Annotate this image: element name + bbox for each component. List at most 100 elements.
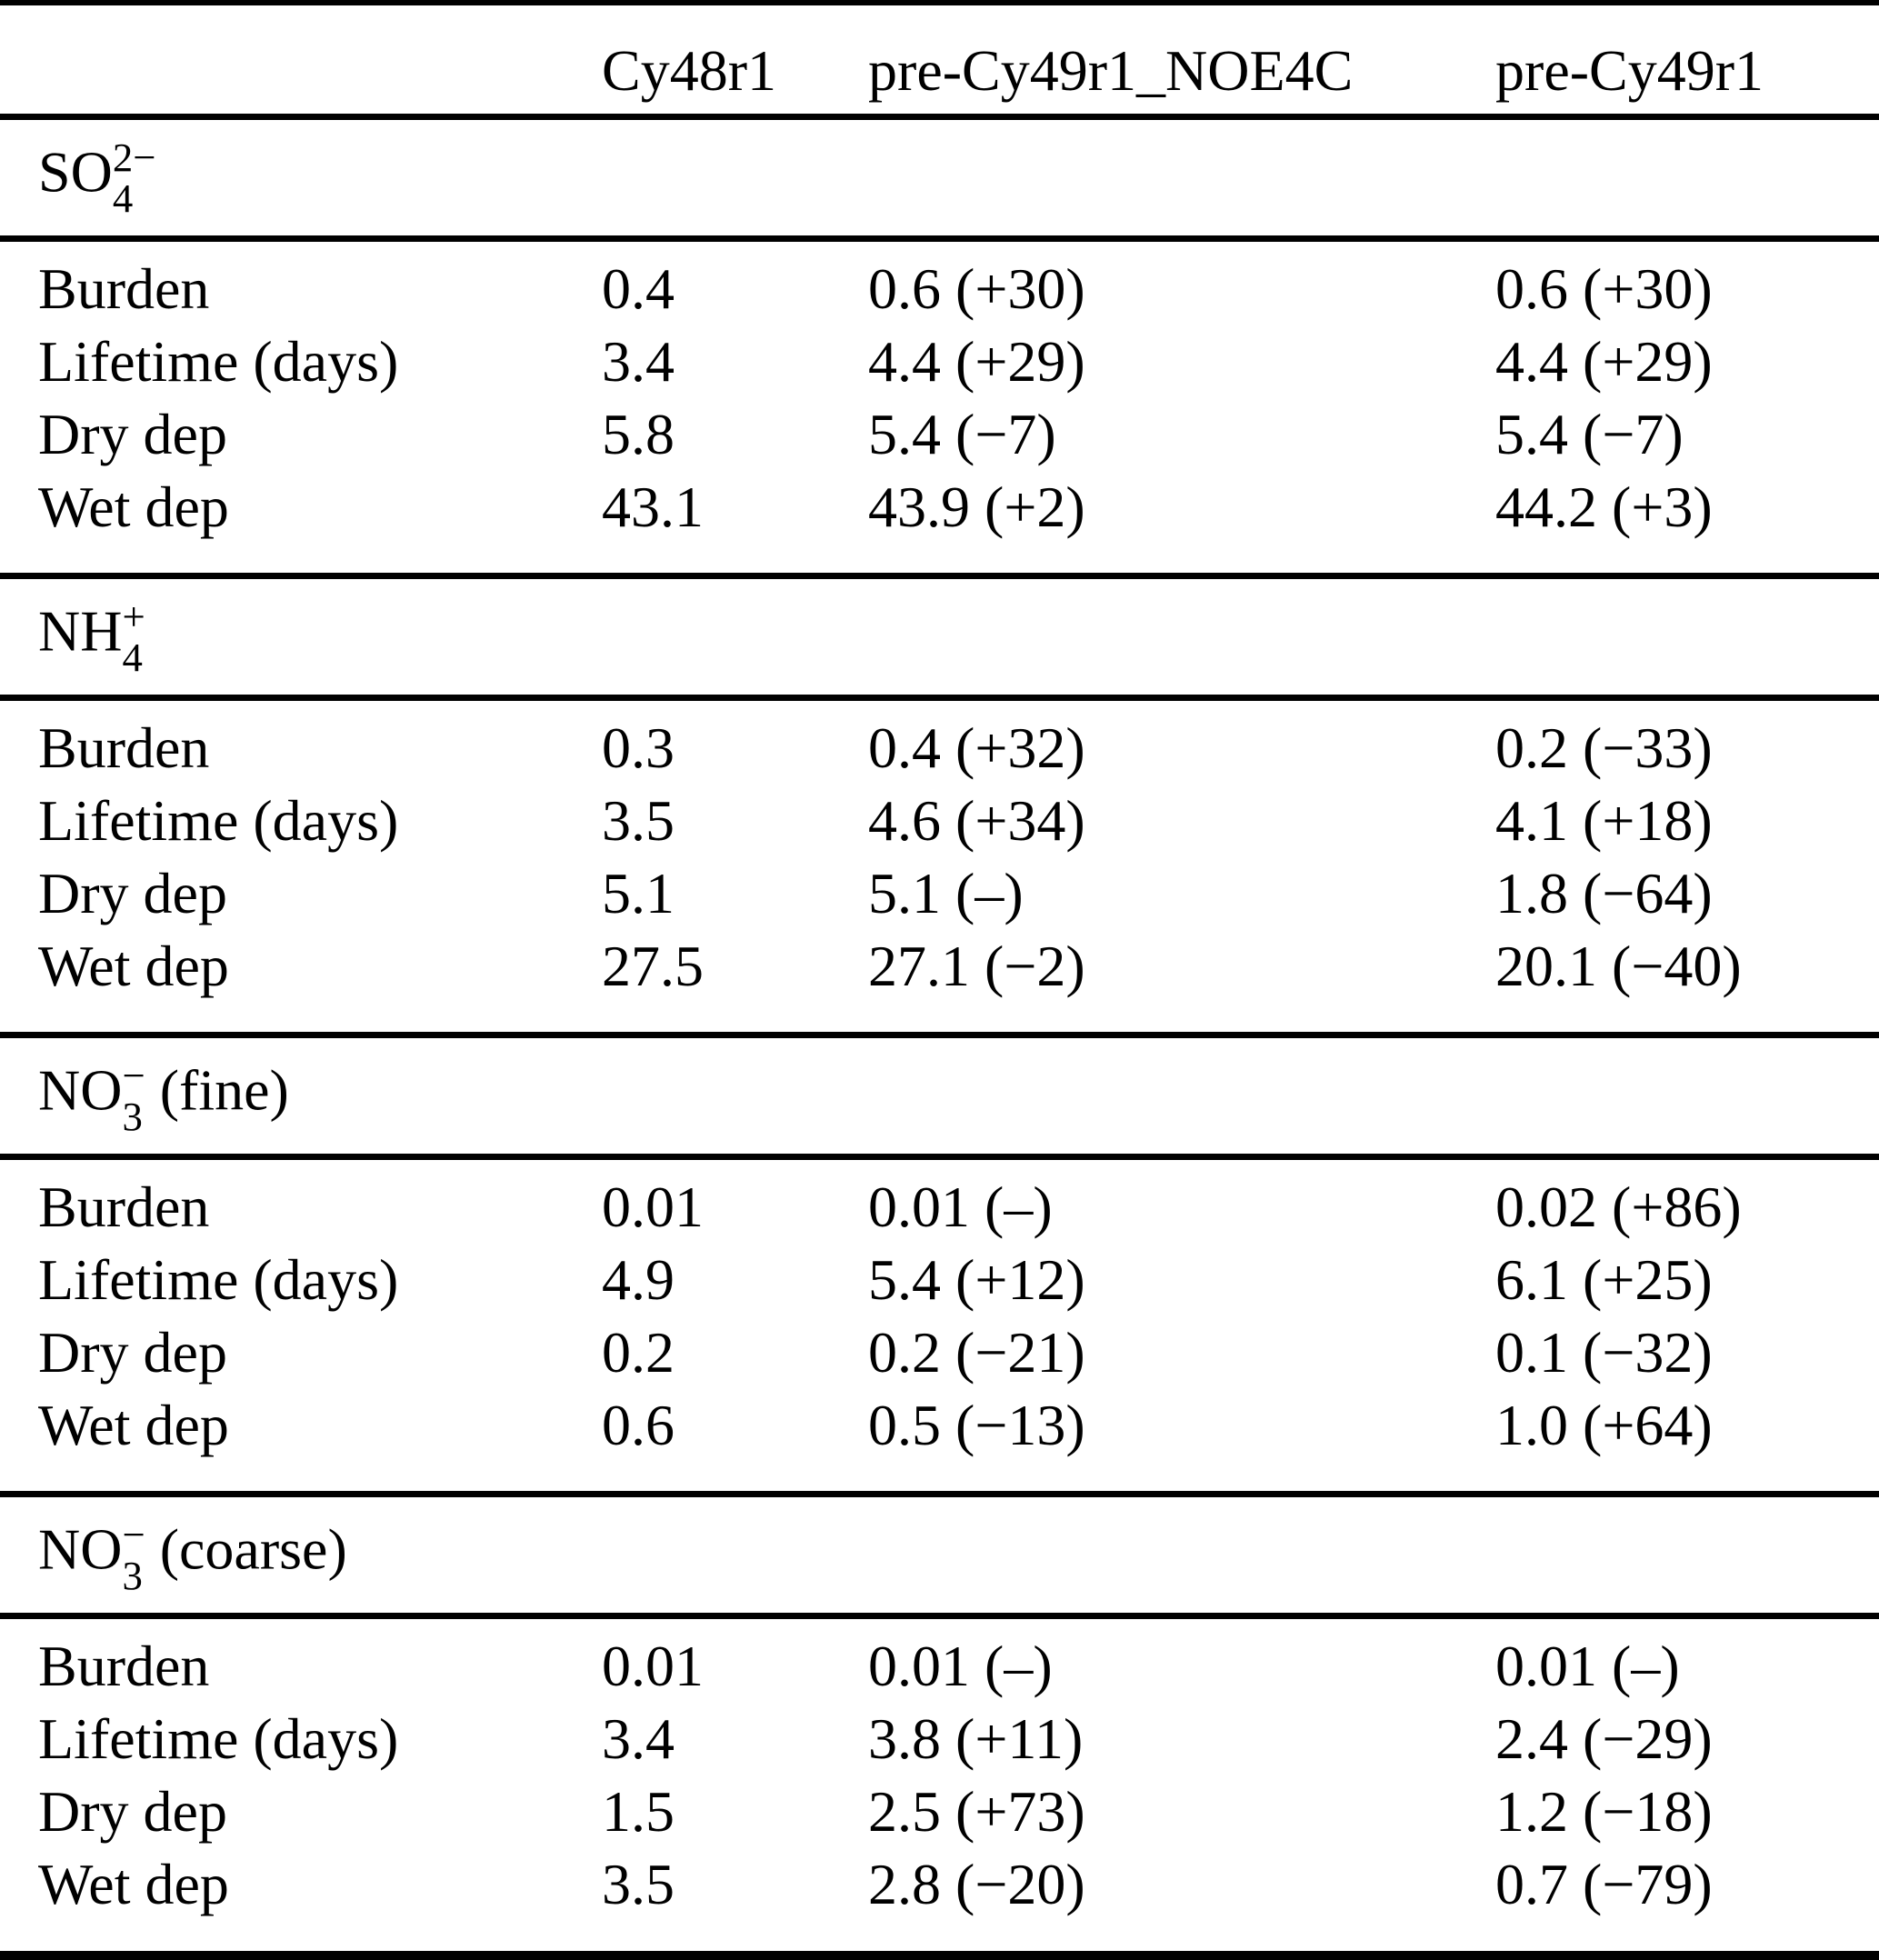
species-base: NO bbox=[38, 1516, 123, 1582]
cell-value: 0.5 (−13) bbox=[868, 1393, 1085, 1457]
cell-value: 4.9 bbox=[602, 1247, 675, 1312]
species-formula: SO 2− 4 bbox=[38, 134, 156, 219]
table-row: Dry dep 5.1 5.1 (–) 1.8 (−64) bbox=[0, 857, 1879, 930]
species-superscript: − bbox=[122, 1052, 145, 1098]
cell-value: 5.8 bbox=[602, 402, 675, 466]
cell-value: 5.4 (−7) bbox=[868, 402, 1056, 466]
row-label: Dry dep bbox=[38, 402, 227, 466]
cell-value: 4.6 (+34) bbox=[868, 788, 1085, 853]
cell-value: 2.8 (−20) bbox=[868, 1852, 1085, 1916]
cell-value: 5.1 bbox=[602, 861, 675, 925]
cell-value: 3.4 bbox=[602, 1706, 675, 1771]
horizontal-rule bbox=[0, 573, 1879, 579]
cell-value: 0.01 bbox=[602, 1175, 704, 1239]
species-subscript: 3 bbox=[122, 1093, 143, 1139]
cell-value: 3.5 bbox=[602, 1852, 675, 1916]
section-label-no3-fine: NO −3 (fine) bbox=[0, 1038, 1879, 1154]
cell-value: 20.1 (−40) bbox=[1495, 934, 1742, 998]
cell-value: 5.4 (−7) bbox=[1495, 402, 1684, 466]
row-label: Lifetime (days) bbox=[38, 788, 399, 853]
cell-value: 0.7 (−79) bbox=[1495, 1852, 1713, 1916]
cell-value: 0.1 (−32) bbox=[1495, 1320, 1713, 1385]
row-label: Burden bbox=[38, 715, 210, 780]
cell-value: 0.2 bbox=[602, 1320, 675, 1385]
species-superscript: + bbox=[122, 593, 145, 639]
row-label: Wet dep bbox=[38, 1852, 229, 1916]
section-label-nh4: NH +4 bbox=[0, 579, 1879, 695]
cell-value: 3.4 bbox=[602, 329, 675, 394]
horizontal-rule bbox=[0, 695, 1879, 701]
species-base: NO bbox=[38, 1057, 123, 1123]
species-superscript: − bbox=[122, 1511, 145, 1557]
species-base: SO bbox=[38, 139, 113, 205]
cell-value: 44.2 (+3) bbox=[1495, 475, 1713, 539]
table-row: Lifetime (days) 3.4 3.8 (+11) 2.4 (−29) bbox=[0, 1703, 1879, 1775]
row-label: Lifetime (days) bbox=[38, 1247, 399, 1312]
species-formula: NO −3 (coarse) bbox=[38, 1511, 347, 1598]
cell-value: 2.5 (+73) bbox=[868, 1779, 1085, 1844]
cell-value: 6.1 (+25) bbox=[1495, 1247, 1713, 1312]
row-label: Dry dep bbox=[38, 1779, 227, 1844]
cell-value: 0.6 (+30) bbox=[868, 256, 1085, 321]
table-row: Wet dep 27.5 27.1 (−2) 20.1 (−40) bbox=[0, 930, 1879, 1003]
table-row: Dry dep 5.8 5.4 (−7) 5.4 (−7) bbox=[0, 398, 1879, 471]
species-scripts: −3 bbox=[122, 1055, 145, 1137]
table-row: Burden 0.01 0.01 (–) 0.01 (–) bbox=[0, 1630, 1879, 1703]
section-data-nh4: Burden 0.3 0.4 (+32) 0.2 (−33) Lifetime … bbox=[0, 701, 1879, 1032]
row-label: Wet dep bbox=[38, 1393, 229, 1457]
cell-value: 5.1 (–) bbox=[868, 861, 1024, 925]
cell-value: 43.1 bbox=[602, 475, 704, 539]
cell-value: 0.2 (−21) bbox=[868, 1320, 1085, 1385]
cell-value: 0.01 (–) bbox=[1495, 1634, 1680, 1698]
table-row: Wet dep 43.1 43.9 (+2) 44.2 (+3) bbox=[0, 471, 1879, 544]
cell-value: 27.5 bbox=[602, 934, 704, 998]
species-superscript: 2− bbox=[112, 134, 156, 180]
horizontal-rule bbox=[0, 1491, 1879, 1497]
row-label: Burden bbox=[38, 1634, 210, 1698]
cell-value: 0.01 (–) bbox=[868, 1634, 1053, 1698]
cell-value: 4.4 (+29) bbox=[1495, 329, 1713, 394]
row-label: Wet dep bbox=[38, 934, 229, 998]
row-label: Lifetime (days) bbox=[38, 329, 399, 394]
table-row: Burden 0.3 0.4 (+32) 0.2 (−33) bbox=[0, 712, 1879, 785]
row-label: Wet dep bbox=[38, 475, 229, 539]
cell-value: 0.02 (+86) bbox=[1495, 1175, 1742, 1239]
section-label-so4: SO 2− 4 bbox=[0, 120, 1879, 235]
column-header-pre-cy49r1: pre-Cy49r1 bbox=[1495, 37, 1764, 103]
cell-value: 2.4 (−29) bbox=[1495, 1706, 1713, 1771]
cell-value: 4.1 (+18) bbox=[1495, 788, 1713, 853]
species-formula: NO −3 (fine) bbox=[38, 1055, 289, 1137]
species-subscript: 3 bbox=[122, 1552, 143, 1598]
cell-value: 5.4 (+12) bbox=[868, 1247, 1085, 1312]
cell-value: 0.6 bbox=[602, 1393, 675, 1457]
cell-value: 4.4 (+29) bbox=[868, 329, 1085, 394]
cell-value: 0.3 bbox=[602, 715, 675, 780]
horizontal-rule bbox=[0, 1032, 1879, 1038]
section-data-so4: Burden 0.4 0.6 (+30) 0.6 (+30) Lifetime … bbox=[0, 242, 1879, 573]
cell-value: 3.8 (+11) bbox=[868, 1706, 1084, 1771]
cell-value: 0.6 (+30) bbox=[1495, 256, 1713, 321]
cell-value: 3.5 bbox=[602, 788, 675, 853]
species-base: NH bbox=[38, 598, 123, 664]
species-scripts: +4 bbox=[122, 593, 145, 678]
row-label: Burden bbox=[38, 1175, 210, 1239]
row-label: Dry dep bbox=[38, 861, 227, 925]
table-row: Wet dep 0.6 0.5 (−13) 1.0 (+64) bbox=[0, 1389, 1879, 1462]
species-formula: NH +4 bbox=[38, 593, 145, 678]
cell-value: 43.9 (+2) bbox=[868, 475, 1085, 539]
column-header-cy48r1: Cy48r1 bbox=[602, 37, 776, 103]
horizontal-rule bbox=[0, 114, 1879, 120]
table-row: Lifetime (days) 4.9 5.4 (+12) 6.1 (+25) bbox=[0, 1244, 1879, 1316]
table-row: Burden 0.4 0.6 (+30) 0.6 (+30) bbox=[0, 253, 1879, 325]
cell-value: 0.4 bbox=[602, 256, 675, 321]
cell-value: 1.8 (−64) bbox=[1495, 861, 1713, 925]
cell-value: 1.5 bbox=[602, 1779, 675, 1844]
table-row: Dry dep 0.2 0.2 (−21) 0.1 (−32) bbox=[0, 1316, 1879, 1389]
section-label-no3-coarse: NO −3 (coarse) bbox=[0, 1497, 1879, 1613]
cell-value: 27.1 (−2) bbox=[868, 934, 1085, 998]
species-scripts: 2− 4 bbox=[112, 134, 156, 219]
species-scripts: −3 bbox=[122, 1511, 145, 1598]
section-data-no3-fine: Burden 0.01 0.01 (–) 0.02 (+86) Lifetime… bbox=[0, 1160, 1879, 1491]
cell-value: 0.01 (–) bbox=[868, 1175, 1053, 1239]
cell-value: 0.4 (+32) bbox=[868, 715, 1085, 780]
